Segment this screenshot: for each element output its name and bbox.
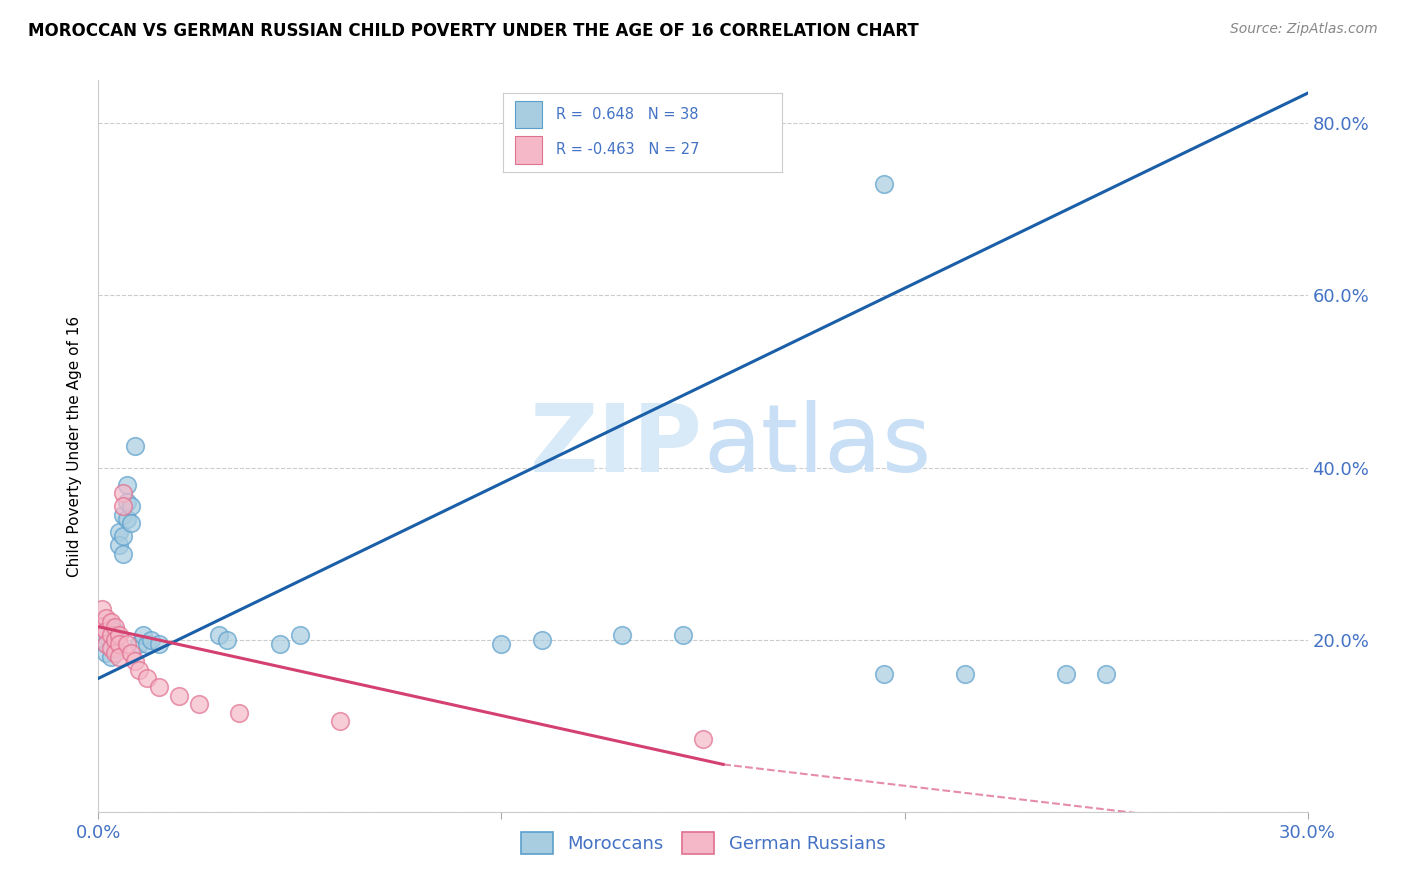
Point (135, 671, 157, 685)
Point (120, 500, 142, 514)
Point (96, 637, 118, 651)
Point (96, 611, 118, 625)
Legend: Moroccans, German Russians: Moroccans, German Russians (513, 825, 893, 861)
Text: ZIP: ZIP (530, 400, 703, 492)
Point (107, 637, 129, 651)
Point (115, 637, 138, 651)
Point (672, 628, 695, 642)
Point (111, 500, 134, 514)
Point (103, 646, 125, 660)
Point (111, 547, 134, 561)
Point (115, 512, 138, 526)
Point (124, 439, 146, 453)
Point (100, 641, 122, 656)
Point (120, 516, 142, 531)
Point (612, 628, 634, 642)
Point (692, 731, 714, 746)
Text: Source: ZipAtlas.com: Source: ZipAtlas.com (1230, 22, 1378, 37)
Point (491, 637, 513, 651)
Point (103, 624, 125, 638)
Point (167, 689, 190, 703)
Point (124, 654, 146, 668)
Y-axis label: Child Poverty Under the Age of 16: Child Poverty Under the Age of 16 (67, 316, 83, 576)
Point (288, 628, 311, 642)
Point (115, 477, 138, 491)
Point (115, 495, 138, 509)
Point (1095, 667, 1118, 681)
Point (91, 620, 114, 634)
Point (120, 646, 142, 660)
Point (188, 697, 211, 711)
Point (107, 628, 129, 642)
Point (139, 632, 162, 647)
Point (132, 628, 155, 642)
Point (100, 620, 122, 634)
Point (208, 628, 231, 642)
Point (91, 602, 114, 616)
Point (91, 628, 114, 642)
Point (269, 637, 291, 651)
Point (135, 637, 157, 651)
Text: atlas: atlas (703, 400, 931, 492)
Point (128, 663, 150, 677)
Point (100, 628, 122, 642)
Point (752, 142, 775, 156)
Point (107, 649, 129, 664)
Point (329, 714, 352, 729)
Point (103, 632, 125, 647)
Point (1054, 667, 1077, 681)
Point (228, 706, 250, 720)
Point (103, 632, 125, 647)
Point (530, 632, 553, 647)
Point (100, 649, 122, 664)
Point (873, 667, 896, 681)
Point (103, 641, 125, 656)
Point (148, 637, 170, 651)
Point (128, 637, 150, 651)
Point (217, 632, 239, 647)
Point (96, 637, 118, 651)
Point (96, 624, 118, 638)
Point (96, 646, 118, 660)
Point (148, 680, 170, 694)
Point (111, 529, 134, 543)
Point (873, 177, 896, 191)
Point (107, 524, 129, 539)
Point (111, 486, 134, 500)
Text: MOROCCAN VS GERMAN RUSSIAN CHILD POVERTY UNDER THE AGE OF 16 CORRELATION CHART: MOROCCAN VS GERMAN RUSSIAN CHILD POVERTY… (28, 22, 920, 40)
Point (103, 620, 125, 634)
Point (100, 615, 122, 630)
Point (111, 508, 134, 522)
Point (953, 667, 976, 681)
Point (107, 538, 129, 552)
